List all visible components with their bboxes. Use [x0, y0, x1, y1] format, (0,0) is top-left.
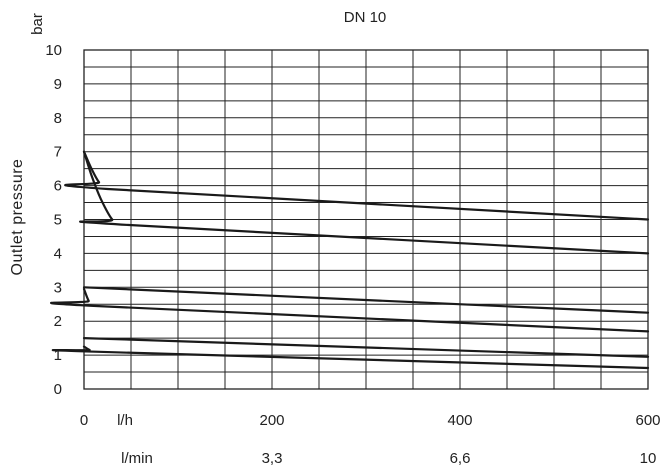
y-tick-label: 8 [54, 110, 62, 127]
y-tick-label: 4 [54, 245, 62, 262]
y-tick-label: 1 [54, 347, 62, 364]
series-line [82, 337, 650, 358]
x-tick-label-lmin: 6,6 [450, 450, 471, 467]
x-tick-label-lmin: 10 [640, 450, 657, 467]
x-tick-label-lh: 200 [259, 412, 284, 429]
chart-title: DN 10 [344, 9, 387, 26]
y-axis-label: Outlet pressure [9, 159, 26, 276]
y-tick-label: 9 [54, 76, 62, 93]
series-line [64, 150, 650, 221]
x-tick-label-lmin: 3,3 [262, 450, 283, 467]
series-line [50, 287, 650, 333]
y-tick-labels: 0 1 2 3 4 5 6 7 8 9 10 [45, 42, 62, 398]
x-tick-label-lh: 600 [635, 412, 660, 429]
series-lines [50, 150, 650, 370]
series-line [79, 150, 650, 255]
series-line [82, 286, 650, 314]
y-tick-label: 5 [54, 212, 62, 229]
y-tick-label: 7 [54, 144, 62, 161]
grid [83, 49, 649, 390]
x-unit-lh-label: l/h [117, 412, 133, 429]
y-tick-label: 2 [54, 313, 62, 330]
y-tick-label: 3 [54, 279, 62, 296]
y-tick-label: 6 [54, 178, 62, 195]
x-tick-label-lh: 0 [80, 412, 88, 429]
x-tick-labels: 0 200 400 600 3,3 6,6 10 [80, 412, 661, 467]
x-tick-label-lh: 400 [447, 412, 472, 429]
y-tick-label: 10 [45, 42, 62, 59]
series-line [51, 345, 650, 370]
y-unit-label: bar [29, 13, 46, 35]
y-tick-label: 0 [54, 381, 62, 398]
x-unit-lmin-label: l/min [121, 450, 153, 467]
